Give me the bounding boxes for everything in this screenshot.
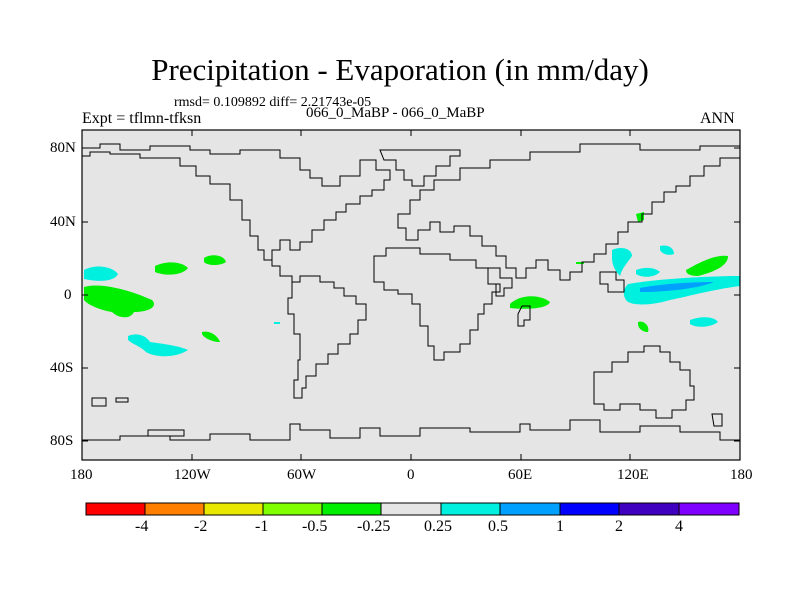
colorbar-label: -0.25 xyxy=(357,518,391,535)
colorbar-swatch xyxy=(381,503,441,515)
colorbar xyxy=(85,502,740,516)
colorbar-swatch xyxy=(441,503,500,515)
colorbar-swatch xyxy=(619,503,679,515)
colorbar-label: -0.5 xyxy=(302,518,328,535)
lon-tick-label: 60E xyxy=(508,467,533,483)
colorbar-swatch xyxy=(679,503,739,515)
anomaly-region-negative xyxy=(638,321,649,332)
colorbar-label: 1 xyxy=(556,518,564,535)
lon-tick-label: 180 xyxy=(730,467,753,483)
case-subtitle: 066_0_MaBP - 066_0_MaBP xyxy=(306,105,485,121)
lat-ticks xyxy=(82,147,740,442)
anomaly-region-positive xyxy=(612,248,632,276)
anomaly-region-positive xyxy=(128,334,188,357)
anomaly-region-positive xyxy=(660,245,674,255)
colorbar-swatch xyxy=(86,503,145,515)
colorbar-label: 0.5 xyxy=(488,518,508,535)
anomaly-region-negative xyxy=(204,255,226,265)
lon-tick-label: 120W xyxy=(174,467,211,483)
colorbar-swatch xyxy=(322,503,381,515)
anomaly-region-negative xyxy=(686,255,728,276)
colorbar-swatch xyxy=(204,503,263,515)
lat-tick-label: 40N xyxy=(50,214,76,230)
colorbar-label: -4 xyxy=(135,518,149,535)
anomaly-shading xyxy=(84,212,740,357)
colorbar-label: -1 xyxy=(255,518,269,535)
experiment-label: Expt = tflmn-tfksn xyxy=(82,110,202,127)
anomaly-region-strong-positive xyxy=(640,282,714,292)
colorbar-label: 2 xyxy=(615,518,623,535)
colorbar-swatch xyxy=(145,503,204,515)
chart-title: Precipitation - Evaporation (in mm/day) xyxy=(151,52,649,87)
anomaly-region-positive xyxy=(690,317,718,327)
season-label: ANN xyxy=(700,110,735,127)
colorbar-swatch xyxy=(500,503,560,515)
colorbar-swatch xyxy=(263,503,322,515)
anomaly-region-positive xyxy=(274,322,280,324)
lat-tick-label: 40S xyxy=(50,360,74,376)
colorbar-label: 4 xyxy=(675,518,683,535)
anomaly-region-negative xyxy=(84,285,154,318)
anomaly-region-negative xyxy=(510,296,550,309)
rmsd-diff-stats: rmsd= 0.109892 diff= 2.21743e-05 xyxy=(174,95,372,110)
lon-tick-label: 0 xyxy=(407,467,415,483)
anomaly-region-negative xyxy=(202,331,220,342)
lat-tick-label: 80N xyxy=(50,140,76,156)
lat-tick-label: 80S xyxy=(50,433,74,449)
lon-ticks xyxy=(81,130,741,460)
coastlines xyxy=(82,143,741,441)
lon-tick-label: 180 xyxy=(70,467,93,483)
colorbar-label: 0.25 xyxy=(424,518,452,535)
anomaly-region-positive xyxy=(636,267,660,277)
colorbar-label: -2 xyxy=(194,518,208,535)
lat-tick-label: 0 xyxy=(64,287,72,303)
anomaly-region-negative xyxy=(155,262,188,275)
anomaly-region-positive xyxy=(84,266,118,281)
lon-tick-label: 60W xyxy=(287,467,317,483)
colorbar-swatch xyxy=(560,503,619,515)
lon-tick-label: 120E xyxy=(617,467,649,483)
